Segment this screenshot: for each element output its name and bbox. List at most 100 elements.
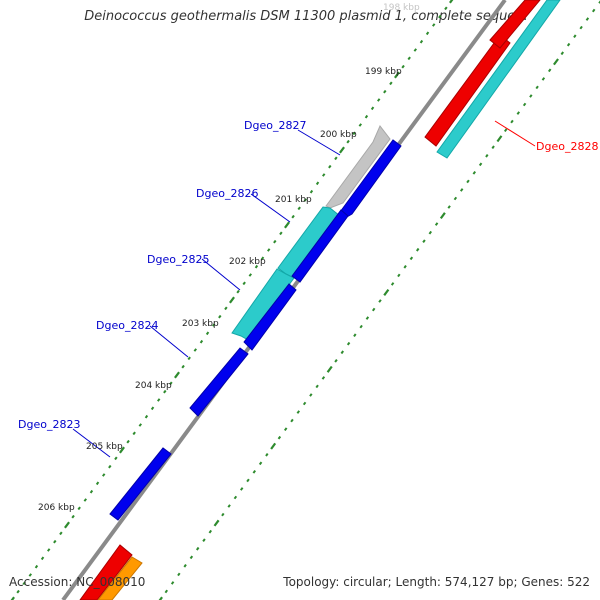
outer-ring-tick [163, 389, 167, 394]
outer-ring-tick [89, 489, 94, 494]
inner-ring-tick [409, 256, 414, 261]
kbp-label-199: 199 kbp [365, 67, 402, 77]
inner-ring-tick [485, 154, 489, 158]
inner-ring-tick [510, 119, 514, 124]
outer-ring-tick [328, 164, 332, 169]
inner-ring-tick [422, 239, 426, 243]
inner-ring-tick [321, 376, 326, 380]
kbp-label-200: 200 kbp [320, 130, 357, 140]
inner-ring-tick [189, 555, 194, 560]
inner-ring-tick [258, 461, 263, 466]
outer-ring-tick [46, 548, 51, 552]
gene-dgeo-2826-blue[interactable] [291, 209, 349, 283]
label-dgeo-2824[interactable]: Dgeo_2824 [96, 319, 158, 332]
outer-ring-tick [40, 556, 45, 561]
outer-ring-tick [22, 581, 26, 586]
inner-ring-tick [334, 359, 338, 363]
inner-ring-tick [415, 247, 420, 252]
inner-ring-tick [579, 25, 583, 30]
gene-dgeo-2828-cyan[interactable] [436, 0, 561, 159]
inner-ring-tick [585, 17, 590, 21]
gene-dgeo-2824-blue[interactable] [189, 347, 249, 417]
gene-red-topright-upper[interactable] [489, 0, 541, 49]
outer-ring-tick [358, 123, 363, 127]
gene-dgeo-2828-red[interactable] [424, 34, 511, 147]
outer-ring-tick [413, 48, 418, 52]
outer-ring-tick [16, 589, 20, 594]
inner-ring-tick [296, 410, 301, 414]
outer-ring-tick [248, 273, 252, 277]
inner-ring-tick [290, 418, 294, 423]
outer-ring-tick [71, 514, 75, 519]
outer-ring-tick [419, 39, 424, 44]
inner-ring-tick [598, 0, 600, 4]
inner-ring-tick [591, 8, 596, 13]
leader-dgeo-2825 [201, 258, 241, 291]
outer-ring-tick [53, 539, 57, 544]
inner-ring-tick [213, 519, 220, 527]
inner-ring-tick [547, 68, 552, 73]
outer-ring-tick [242, 281, 246, 286]
inner-ring-tick [503, 128, 508, 132]
inner-ring-tick [566, 42, 571, 47]
outer-ring-tick [431, 23, 436, 27]
inner-ring-tick [221, 512, 225, 517]
outer-ring-tick [212, 323, 216, 327]
gene-dgeo-2825-blue[interactable] [243, 283, 297, 351]
outer-ring-tick [401, 64, 405, 69]
inner-ring-tick [239, 487, 244, 491]
label-dgeo-2827[interactable]: Dgeo_2827 [244, 119, 306, 132]
inner-ring-tick [270, 442, 277, 450]
inner-ring-tick [434, 222, 439, 226]
gene-red-bottom[interactable] [79, 544, 133, 600]
outer-ring-tick [273, 239, 277, 244]
inner-ring-tick [170, 581, 175, 585]
outer-ring-tick [346, 139, 350, 144]
label-dgeo-2826[interactable]: Dgeo_2826 [196, 187, 258, 200]
outer-ring-tick [132, 431, 136, 436]
inner-ring-tick [529, 94, 533, 98]
gene-orange-bottom[interactable] [97, 556, 143, 600]
outer-ring-tick [10, 596, 15, 600]
outer-ring-tick [370, 106, 375, 111]
leader-dgeo-2827 [297, 129, 341, 156]
outer-ring-tick [284, 221, 290, 229]
inner-ring-tick [164, 589, 169, 594]
kbp-label-203: 203 kbp [182, 319, 219, 329]
inner-ring-tick [560, 51, 565, 56]
outer-ring-tick [126, 439, 130, 444]
inner-ring-tick [283, 427, 288, 431]
outer-ring-tick [150, 406, 155, 411]
inner-ring-tick [459, 188, 464, 192]
outer-ring-tick [279, 231, 283, 236]
outer-ring-tick [383, 89, 387, 94]
label-dgeo-2828[interactable]: Dgeo_2828 [536, 140, 598, 153]
outer-tick-ring [10, 0, 454, 600]
outer-ring-tick [101, 473, 106, 477]
outer-ring-tick [169, 381, 173, 386]
outer-ring-tick [83, 498, 88, 502]
inner-ring-tick [496, 135, 503, 143]
outer-ring-tick [174, 371, 180, 379]
inner-ring-tick [315, 384, 319, 389]
inner-ring-tick [277, 435, 282, 440]
kbp-label-205: 205 kbp [86, 442, 123, 452]
outer-ring-tick [199, 339, 204, 344]
outer-ring-tick [303, 198, 308, 202]
accession-text: Accession: NC_008010 [9, 575, 146, 589]
inner-ring-tick [227, 504, 231, 508]
outer-ring-tick [389, 81, 393, 86]
outer-ring-tick [138, 423, 142, 427]
outer-ring-tick [229, 296, 235, 304]
outer-ring-tick [181, 364, 185, 369]
outer-ring-tick [77, 506, 81, 511]
outer-ring-tick [407, 56, 411, 61]
inner-ring-tick [466, 179, 470, 184]
inner-ring-tick [202, 538, 206, 543]
inner-ring-tick [183, 564, 187, 568]
inner-ring-tick [522, 102, 527, 107]
label-dgeo-2823[interactable]: Dgeo_2823 [18, 418, 80, 431]
gene-dgeo-2823-blue[interactable] [109, 447, 172, 521]
label-dgeo-2825[interactable]: Dgeo_2825 [147, 253, 209, 266]
